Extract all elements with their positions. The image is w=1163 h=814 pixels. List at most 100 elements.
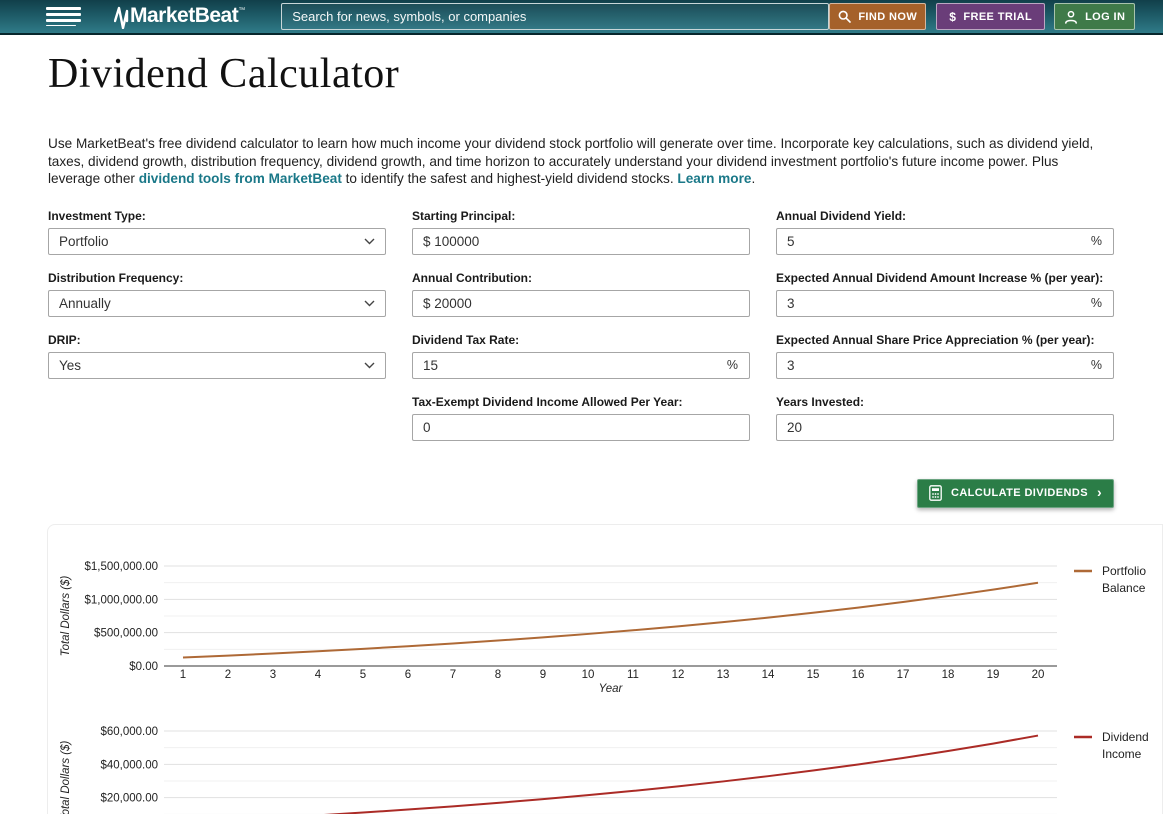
chevron-down-icon xyxy=(364,238,375,245)
form-column: Investment Type: Portfolio Distribution Fr… xyxy=(48,209,386,457)
marketbeat-pulse-icon xyxy=(114,6,129,29)
investment-type-control: Portfolio xyxy=(48,227,386,255)
page-title: Dividend Calculator xyxy=(48,51,400,97)
dividend-tax-rate-control: % xyxy=(412,351,750,379)
drip-select[interactable]: Yes xyxy=(48,351,386,379)
annual-dividend-yield-input[interactable] xyxy=(776,227,1114,255)
svg-text:10: 10 xyxy=(582,669,595,681)
distribution-frequency-field: Distribution Frequency: Annually xyxy=(48,271,386,317)
starting-principal-label: Starting Principal: xyxy=(412,208,516,223)
intro-text-3: . xyxy=(751,171,756,187)
dividend-tools-link[interactable]: dividend tools from MarketBeat xyxy=(138,171,342,187)
annual-contribution-control xyxy=(412,289,750,317)
svg-text:Dividend: Dividend xyxy=(1102,730,1149,744)
logo-text: MarketBeat xyxy=(130,3,239,27)
search-input[interactable] xyxy=(281,3,830,30)
drip-field: DRIP: Yes xyxy=(48,333,386,379)
login-button[interactable]: LOG IN xyxy=(1054,3,1136,30)
find-now-label: FIND NOW xyxy=(858,10,918,23)
svg-text:8: 8 xyxy=(495,669,501,681)
years-invested-input[interactable] xyxy=(776,413,1114,441)
find-now-button[interactable]: FIND NOW xyxy=(829,3,927,30)
svg-text:12: 12 xyxy=(672,669,685,681)
intro-paragraph: Use MarketBeat's free dividend calculato… xyxy=(48,135,1114,188)
top-navbar: MarketBeat ™ FIND NOW $ FREE TRIAL LOG I… xyxy=(0,0,1163,35)
drip-control: Yes xyxy=(48,351,386,379)
search-icon xyxy=(838,10,852,23)
learn-more-link[interactable]: Learn more xyxy=(677,171,752,187)
expected-share-price-appreciation-suffix: % xyxy=(1090,357,1102,372)
expected-share-price-appreciation-field: Expected Annual Share Price Appreciation… xyxy=(776,333,1114,379)
svg-text:Balance: Balance xyxy=(1102,581,1146,595)
tax-exempt-dividend-income-control xyxy=(412,413,750,441)
chevron-right-icon: › xyxy=(1096,484,1102,501)
drip-value: Yes xyxy=(59,357,82,373)
annual-contribution-input[interactable] xyxy=(412,289,750,317)
svg-text:17: 17 xyxy=(897,669,910,681)
expected-share-price-appreciation-label: Expected Annual Share Price Appreciation… xyxy=(776,332,1095,347)
svg-text:1: 1 xyxy=(180,669,186,681)
investment-type-value: Portfolio xyxy=(59,233,109,249)
marketbeat-logo[interactable]: MarketBeat ™ xyxy=(114,5,245,29)
intro-text-2: to identify the safest and highest-yield… xyxy=(341,171,678,187)
login-label: LOG IN xyxy=(1085,10,1126,23)
svg-text:6: 6 xyxy=(405,669,411,681)
annual-contribution-field: Annual Contribution: xyxy=(412,271,750,317)
form-column: Starting Principal: Annual Contribution: D… xyxy=(412,209,750,457)
portfolio-balance-chart-line xyxy=(182,581,1039,659)
svg-text:Total Dollars ($): Total Dollars ($) xyxy=(60,740,72,814)
chevron-down-icon xyxy=(364,300,375,307)
svg-text:9: 9 xyxy=(540,669,546,681)
svg-text:5: 5 xyxy=(360,669,366,681)
tax-exempt-dividend-income-field: Tax-Exempt Dividend Income Allowed Per Y… xyxy=(412,395,750,441)
expected-dividend-increase-field: Expected Annual Dividend Amount Increase… xyxy=(776,271,1114,317)
svg-text:$0.00: $0.00 xyxy=(129,661,158,673)
hamburger-menu-icon[interactable] xyxy=(46,4,81,29)
investment-type-select[interactable]: Portfolio xyxy=(48,227,386,255)
svg-text:15: 15 xyxy=(807,669,820,681)
dividend-income-chart: $0.00$20,000.00$40,000.00$60,000.0012345… xyxy=(48,707,1162,814)
svg-text:Total Dollars ($): Total Dollars ($) xyxy=(60,575,72,656)
tax-exempt-dividend-income-input[interactable] xyxy=(412,413,750,441)
svg-text:2: 2 xyxy=(225,669,231,681)
free-trial-button[interactable]: $ FREE TRIAL xyxy=(936,3,1046,30)
svg-text:14: 14 xyxy=(762,669,775,681)
expected-dividend-increase-label: Expected Annual Dividend Amount Increase… xyxy=(776,270,1104,285)
drip-label: DRIP: xyxy=(48,332,81,347)
annual-contribution-label: Annual Contribution: xyxy=(412,270,532,285)
tax-exempt-dividend-income-label: Tax-Exempt Dividend Income Allowed Per Y… xyxy=(412,394,683,409)
expected-dividend-increase-input[interactable] xyxy=(776,289,1114,317)
svg-text:Income: Income xyxy=(1102,747,1142,761)
distribution-frequency-value: Annually xyxy=(59,295,111,311)
svg-text:18: 18 xyxy=(942,669,955,681)
years-invested-label: Years Invested: xyxy=(776,394,865,409)
starting-principal-field: Starting Principal: xyxy=(412,209,750,255)
expected-dividend-increase-suffix: % xyxy=(1090,295,1102,310)
distribution-frequency-select[interactable]: Annually xyxy=(48,289,386,317)
logo-trademark: ™ xyxy=(238,6,246,14)
dividend-tax-rate-label: Dividend Tax Rate: xyxy=(412,332,520,347)
years-invested-control xyxy=(776,413,1114,441)
svg-text:$1,000,000.00: $1,000,000.00 xyxy=(84,594,158,606)
svg-text:$20,000.00: $20,000.00 xyxy=(100,792,158,804)
main-content: Dividend Calculator Use MarketBeat's fre… xyxy=(0,50,1163,508)
form-column: Annual Dividend Yield:% Expected Annual D… xyxy=(776,209,1114,457)
portfolio-balance-chart-svg: $0.00 $500,000.00 $1,000,000.00 $1,500,000.… xyxy=(60,561,1146,695)
person-icon xyxy=(1065,10,1078,24)
years-invested-field: Years Invested: xyxy=(776,395,1114,441)
svg-text:16: 16 xyxy=(852,669,865,681)
svg-text:11: 11 xyxy=(627,669,639,681)
svg-text:Portfolio: Portfolio xyxy=(1102,564,1146,578)
starting-principal-input[interactable] xyxy=(412,227,750,255)
calculate-dividends-button[interactable]: CALCULATE DIVIDENDS › xyxy=(917,478,1114,508)
svg-text:19: 19 xyxy=(987,669,1000,681)
svg-text:Year: Year xyxy=(599,683,624,695)
svg-text:$40,000.00: $40,000.00 xyxy=(100,759,158,771)
investment-type-label: Investment Type: xyxy=(48,208,146,223)
svg-text:$60,000.00: $60,000.00 xyxy=(100,726,158,738)
investment-type-field: Investment Type: Portfolio xyxy=(48,209,386,255)
portfolio-balance-chart: $0.00 $500,000.00 $1,000,000.00 $1,500,000.… xyxy=(48,525,1162,701)
dividend-tax-rate-input[interactable] xyxy=(412,351,750,379)
expected-share-price-appreciation-input[interactable] xyxy=(776,351,1114,379)
charts-card: $0.00 $500,000.00 $1,000,000.00 $1,500,000.… xyxy=(47,523,1163,814)
